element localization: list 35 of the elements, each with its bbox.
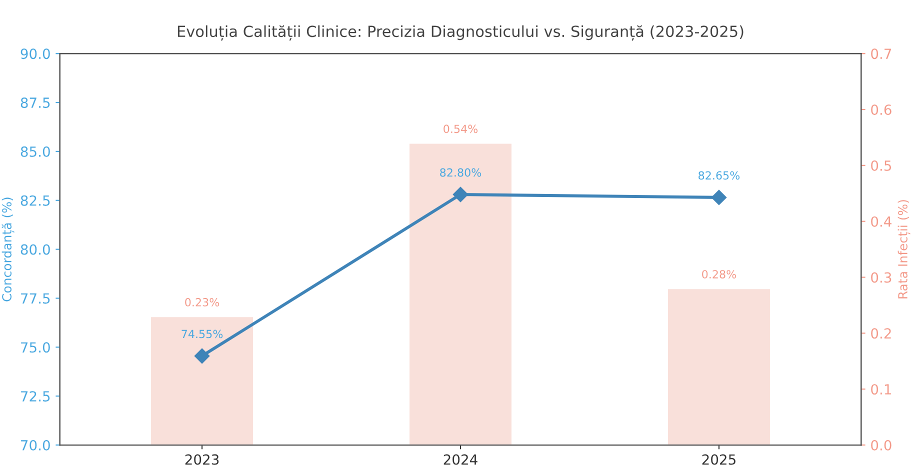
y2-tick-label: 0.0 [871,440,892,451]
y-axis-title: Concordanță (%) [2,198,14,302]
y-tick-label: 90.0 [20,48,50,60]
data-label: 82.80% [440,168,482,177]
data-label: 0.28% [702,270,736,278]
bar [666,288,772,446]
point [711,190,727,206]
y2-axis-title: Rata Infecții (%) [898,200,910,298]
data-label: 0.23% [185,298,220,306]
y-tick-label: 75.0 [21,342,50,353]
y-tick-label: 77.5 [21,293,50,304]
y-tick-label: 72.5 [21,391,50,402]
y-tick-label: 82.5 [20,195,50,206]
y2-tick-label: 0.7 [871,48,892,60]
point [452,186,468,202]
y2-tick-label: 0.2 [871,328,891,339]
x-tick-label: 2023 [185,454,219,465]
y2-tick-label: 0.1 [871,384,891,395]
point [194,348,210,364]
y-tick-label: 85.0 [20,146,50,157]
data-label: 82.65% [698,171,740,180]
y2-tick-label: 0.6 [871,104,892,115]
bar [150,316,254,446]
chart-title: Evoluția Calității Clinice: Precizia Diagnosticului vs. Siguranță (2023-2025) [178,25,744,41]
x-tick-label: 2025 [702,454,736,465]
y2-tick-label: 0.4 [871,216,892,227]
bar [408,142,513,446]
data-label: 0.54% [444,124,478,134]
y-tick-label: 80.0 [20,244,50,255]
y2-tick-label: 0.5 [871,160,892,171]
y2-tick-label: 0.3 [871,272,892,283]
data-label: 74.55% [182,330,223,338]
y-tick-label: 70.0 [21,440,50,451]
x-tick-label: 2024 [444,454,478,465]
y-tick-label: 87.5 [20,97,50,108]
